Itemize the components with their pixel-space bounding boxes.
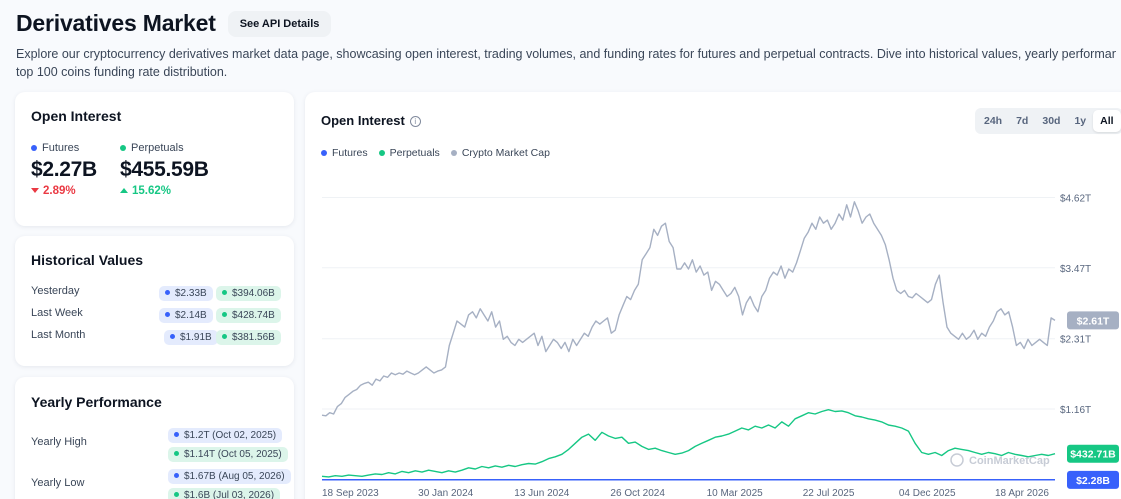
- last-month-futures-pill: $1.91B: [164, 330, 218, 345]
- x-tick-label: 26 Oct 2024: [610, 488, 665, 499]
- futures-badge: $2.28B: [1067, 470, 1119, 489]
- chart-title: Open Interest i: [321, 113, 421, 128]
- futures-summary: Futures $2.27B 2.89%: [31, 142, 97, 197]
- market-cap-badge-text: $2.61T: [1077, 315, 1110, 327]
- coinmarketcap-logo-icon: [950, 453, 964, 467]
- x-tick-label: 04 Dec 2025: [899, 488, 956, 499]
- yearly-performance-card: Yearly Performance Yearly High $1.2T (Oc…: [15, 377, 294, 499]
- historical-values-card: Historical Values Yesterday $2.33B $394.…: [15, 236, 294, 366]
- page-description: Explore our cryptocurrency derivatives m…: [16, 45, 1116, 81]
- open-interest-chart-card: Open Interest i 24h 7d 30d 1y All Futures…: [305, 92, 1121, 499]
- legend-futures[interactable]: Futures: [321, 147, 368, 159]
- chart-legend: Futures Perpetuals Crypto Market Cap: [321, 147, 561, 159]
- perpetuals-label: Perpetuals: [131, 142, 184, 154]
- last-month-perpetuals-pill: $381.56B: [216, 330, 281, 345]
- page-title: Derivatives Market: [16, 10, 216, 36]
- y-tick-label: $4.62T: [1060, 193, 1091, 204]
- yesterday-futures-pill: $2.33B: [159, 286, 213, 301]
- perpetuals-dot-icon: [222, 334, 227, 339]
- see-api-details-button[interactable]: See API Details: [227, 10, 332, 37]
- x-tick-label: 18 Apr 2026: [995, 488, 1049, 499]
- perpetuals-dot-icon: [120, 145, 126, 152]
- futures-dot-icon: [170, 334, 175, 339]
- historical-values-title: Historical Values: [31, 252, 144, 268]
- range-24h-button[interactable]: 24h: [977, 110, 1009, 132]
- row-label-yearly-low: Yearly Low: [31, 477, 85, 489]
- futures-value: $2.27B: [31, 158, 97, 181]
- time-range-selector: 24h 7d 30d 1y All: [975, 108, 1121, 134]
- perpetuals-summary: Perpetuals $455.59B 15.62%: [120, 142, 209, 197]
- futures-dot-icon: [165, 312, 170, 317]
- description-line-1: Explore our cryptocurrency derivatives m…: [16, 47, 1116, 61]
- open-interest-card: Open Interest Futures $2.27B 2.89% Perpe…: [15, 92, 294, 226]
- perpetuals-dot-icon: [222, 312, 227, 317]
- market-cap-badge-bg: [1067, 311, 1119, 330]
- x-tick-label: 22 Jul 2025: [803, 488, 855, 499]
- range-all-button[interactable]: All: [1093, 110, 1121, 132]
- yesterday-perpetuals-pill: $394.06B: [216, 286, 281, 301]
- row-label-last-month: Last Month: [31, 329, 86, 341]
- y-tick-label: $2.31T: [1060, 335, 1091, 346]
- perpetuals-dot-icon: [222, 290, 227, 295]
- coinmarketcap-watermark: CoinMarketCap: [969, 455, 1050, 467]
- perpetuals-line: [321, 409, 1056, 478]
- legend-market-cap[interactable]: Crypto Market Cap: [450, 147, 550, 159]
- perpetuals-badge: $432.71B: [1067, 444, 1119, 463]
- legend-perpetuals[interactable]: Perpetuals: [378, 147, 440, 159]
- x-tick-label: 18 Sep 2023: [322, 488, 379, 499]
- row-label-yearly-high: Yearly High: [31, 436, 87, 448]
- perpetuals-dot-icon: [174, 492, 179, 497]
- x-tick-label: 13 Jun 2024: [514, 488, 569, 499]
- perpetuals-change: 15.62%: [132, 185, 172, 197]
- futures-dot-icon: [174, 473, 179, 478]
- yearly-low-futures-pill: $1.67B (Aug 05, 2026): [168, 469, 291, 484]
- market-cap-dot-icon: [450, 150, 457, 156]
- range-1y-button[interactable]: 1y: [1067, 110, 1093, 132]
- futures-badge-text: $2.28B: [1076, 475, 1110, 487]
- y-tick-label: $1.16T: [1060, 405, 1091, 416]
- x-tick-label: 10 Mar 2025: [707, 488, 764, 499]
- info-icon[interactable]: i: [409, 116, 421, 127]
- futures-dot-icon: [321, 150, 327, 156]
- futures-label: Futures: [42, 142, 80, 154]
- perpetuals-dot-icon: [174, 451, 179, 456]
- yearly-high-futures-pill: $1.2T (Oct 02, 2025): [168, 428, 283, 443]
- yearly-performance-title: Yearly Performance: [31, 394, 162, 410]
- caret-up-icon: [120, 188, 128, 193]
- yearly-high-perpetuals-pill: $1.14T (Oct 05, 2025): [168, 447, 288, 462]
- futures-change: 2.89%: [43, 185, 76, 197]
- yearly-low-perpetuals-pill: $1.6B (Jul 03, 2026): [168, 488, 281, 499]
- range-7d-button[interactable]: 7d: [1009, 110, 1035, 132]
- y-tick-label: $3.47T: [1060, 264, 1091, 275]
- page-header: Derivatives Market See API Details: [16, 10, 332, 37]
- range-30d-button[interactable]: 30d: [1035, 110, 1067, 132]
- row-label-yesterday: Yesterday: [31, 285, 80, 297]
- open-interest-title: Open Interest: [31, 108, 122, 124]
- last-week-perpetuals-pill: $428.74B: [216, 308, 281, 323]
- perpetuals-dot-icon: [378, 150, 385, 156]
- row-label-last-week: Last Week: [31, 307, 83, 319]
- futures-dot-icon: [174, 432, 179, 437]
- last-week-futures-pill: $2.14B: [159, 308, 213, 323]
- market-cap-line: [321, 201, 1056, 417]
- perpetuals-value: $455.59B: [120, 158, 209, 181]
- caret-down-icon: [31, 188, 39, 193]
- open-interest-chart[interactable]: $4.62T $3.47T $2.31T $1.16T 18 Sep 2023 30 Ja…: [305, 92, 1121, 499]
- perpetuals-badge-text: $432.71B: [1070, 449, 1116, 461]
- market-cap-badge: $2.61T: [1067, 311, 1119, 330]
- futures-badge-bg: [1067, 470, 1119, 489]
- x-tick-label: 30 Jan 2024: [418, 488, 473, 499]
- futures-dot-icon: [165, 290, 170, 295]
- futures-dot-icon: [31, 145, 37, 152]
- perpetuals-badge-bg: [1067, 444, 1119, 463]
- description-line-2: top 100 coins funding rate distribution.: [16, 65, 228, 79]
